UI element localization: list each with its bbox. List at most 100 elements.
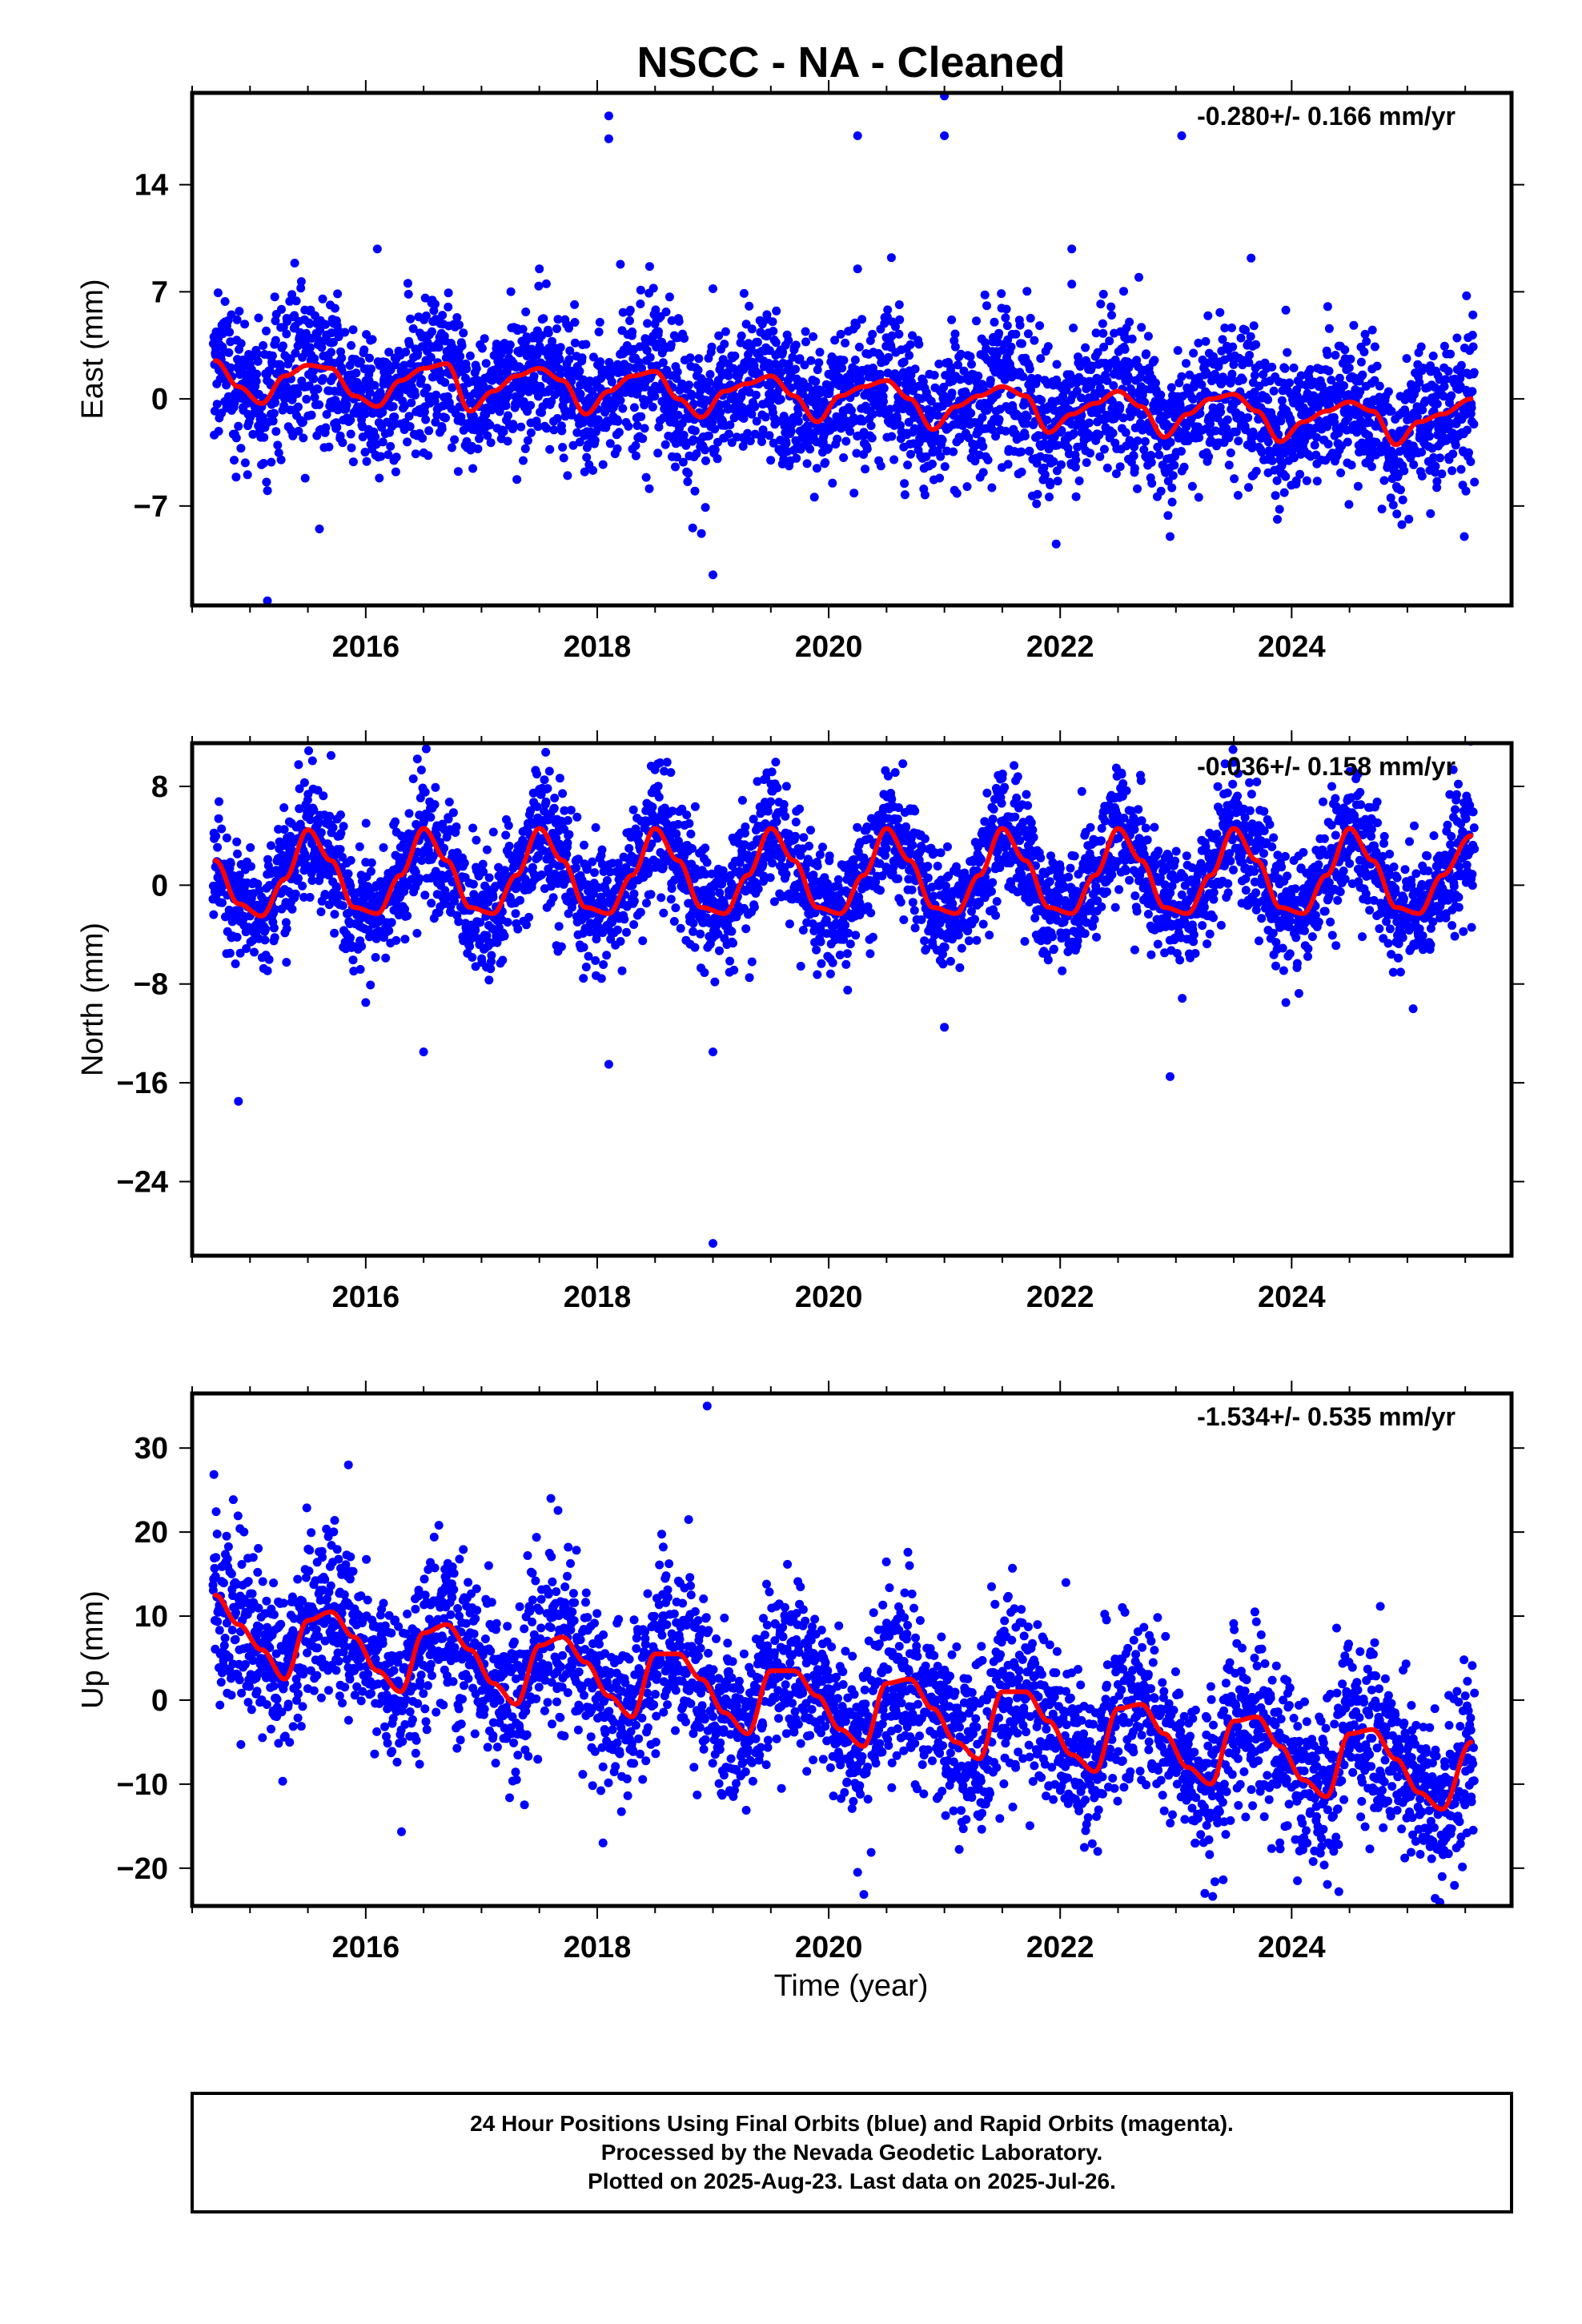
data-point [795,354,805,364]
data-point [1432,399,1442,408]
data-point [545,444,555,454]
data-point [578,418,588,428]
data-point [436,368,446,378]
data-point [254,313,263,323]
data-point [644,484,654,493]
data-point [588,857,597,866]
data-point [845,427,855,436]
data-point [705,370,715,379]
data-point [1146,457,1156,467]
data-point [884,352,893,362]
data-point [1166,532,1174,541]
data-point [337,353,347,363]
data-point [987,424,997,434]
data-point [1467,403,1476,412]
data-point [1163,511,1173,521]
data-point [267,457,276,467]
data-point [1147,479,1157,488]
data-point [315,525,324,533]
data-point [814,358,824,368]
data-point [618,308,628,317]
data-point [876,461,885,471]
data-point [1072,386,1082,396]
data-point [616,396,625,405]
data-point [966,352,975,361]
data-point [597,845,607,854]
data-point [636,300,645,308]
data-point [713,454,722,464]
data-point [1125,436,1134,445]
data-point [729,364,738,373]
data-point [1468,331,1477,340]
data-point [400,935,410,944]
data-point [553,315,563,324]
data-point [632,421,642,430]
data-point [883,305,893,315]
data-point [905,351,914,360]
data-point [701,456,710,465]
data-point [920,490,930,500]
data-point [1074,476,1084,485]
data-point [693,365,703,375]
data-point [1044,444,1054,454]
data-point [430,800,440,810]
data-point [357,942,367,951]
data-point [232,932,242,942]
data-point [1001,313,1010,323]
data-point [360,448,370,457]
data-point [629,896,639,906]
data-point [481,359,491,368]
east-y-axis-label: East (mm) [76,279,110,419]
data-point [271,427,281,436]
data-point [343,869,353,879]
data-point [370,380,379,390]
data-point [457,341,467,351]
data-point [1194,493,1203,502]
data-point [720,340,729,349]
data-point [263,486,272,496]
data-point [605,439,615,448]
data-point [895,315,905,324]
data-point [1310,440,1319,450]
data-point [1203,311,1213,320]
data-point [412,928,422,938]
data-point [1052,360,1062,369]
data-point [235,307,244,316]
data-point [372,244,382,254]
data-point [523,436,532,445]
data-point [836,329,845,339]
data-point [351,368,361,378]
data-point [812,464,821,473]
data-point [1344,363,1354,372]
data-point [1039,463,1049,472]
data-point [1025,364,1034,374]
data-point [366,980,375,990]
data-point [391,452,401,462]
data-point [994,328,1004,338]
data-point [645,352,655,362]
data-point [868,409,877,419]
data-point [348,325,358,335]
data-point [302,395,311,404]
data-point [298,881,307,891]
data-point [422,384,432,392]
data-point [549,803,559,813]
data-point [501,401,511,410]
data-point [984,403,994,412]
data-point [631,440,640,450]
data-point [481,410,491,420]
data-point [1006,342,1016,352]
data-point [1086,448,1095,458]
data-point [522,920,531,930]
data-point [747,409,757,419]
data-point [1040,470,1050,480]
data-point [411,449,420,459]
data-point [371,953,380,962]
data-point [745,388,754,397]
data-point [259,432,269,442]
data-point [1051,539,1061,549]
data-point [505,340,515,350]
data-point [654,327,663,336]
data-point [227,310,236,320]
data-point [282,924,291,934]
